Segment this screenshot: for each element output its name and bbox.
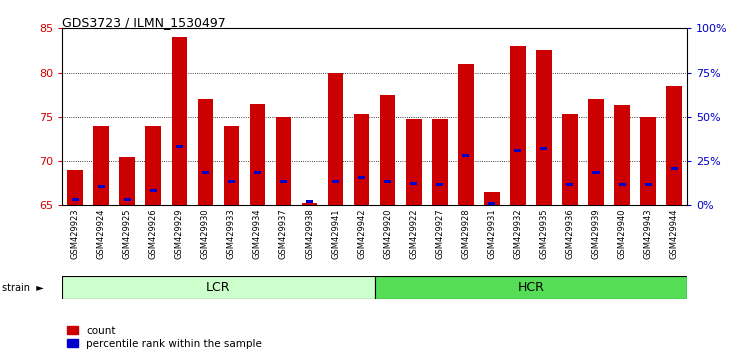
Bar: [150, 189, 156, 192]
Bar: [458, 64, 474, 205]
Text: HCR: HCR: [518, 281, 545, 294]
Bar: [250, 103, 265, 205]
Bar: [410, 182, 417, 185]
Bar: [540, 147, 548, 150]
Bar: [72, 198, 79, 201]
Bar: [197, 99, 213, 205]
Legend: count, percentile rank within the sample: count, percentile rank within the sample: [67, 326, 262, 349]
Bar: [385, 180, 391, 183]
Bar: [358, 176, 365, 179]
Bar: [462, 154, 469, 156]
Bar: [510, 46, 526, 205]
Bar: [484, 192, 500, 205]
Bar: [614, 105, 630, 205]
Bar: [593, 171, 599, 174]
Bar: [380, 95, 395, 205]
Bar: [306, 200, 313, 202]
Bar: [436, 183, 443, 186]
Bar: [62, 276, 374, 299]
Bar: [567, 183, 573, 186]
Text: LCR: LCR: [206, 281, 231, 294]
Bar: [645, 183, 651, 186]
Bar: [670, 167, 678, 170]
Bar: [667, 86, 682, 205]
Bar: [224, 126, 239, 205]
Bar: [640, 117, 656, 205]
Bar: [124, 198, 131, 201]
Bar: [176, 145, 183, 148]
Bar: [202, 171, 209, 174]
Bar: [98, 184, 105, 188]
Bar: [406, 119, 422, 205]
Bar: [332, 180, 339, 183]
Bar: [228, 180, 235, 183]
Bar: [276, 117, 292, 205]
Bar: [327, 73, 344, 205]
Bar: [254, 171, 261, 174]
Bar: [354, 114, 369, 205]
Text: GDS3723 / ILMN_1530497: GDS3723 / ILMN_1530497: [62, 16, 226, 29]
Text: strain  ►: strain ►: [2, 282, 44, 293]
Bar: [67, 170, 83, 205]
Bar: [302, 202, 317, 205]
Bar: [145, 126, 161, 205]
Bar: [374, 276, 687, 299]
Bar: [119, 156, 135, 205]
Bar: [172, 37, 187, 205]
Bar: [536, 50, 552, 205]
Bar: [432, 119, 447, 205]
Bar: [562, 114, 577, 205]
Bar: [488, 202, 496, 205]
Bar: [94, 126, 109, 205]
Bar: [588, 99, 604, 205]
Bar: [618, 183, 626, 186]
Bar: [280, 180, 287, 183]
Bar: [515, 149, 521, 152]
